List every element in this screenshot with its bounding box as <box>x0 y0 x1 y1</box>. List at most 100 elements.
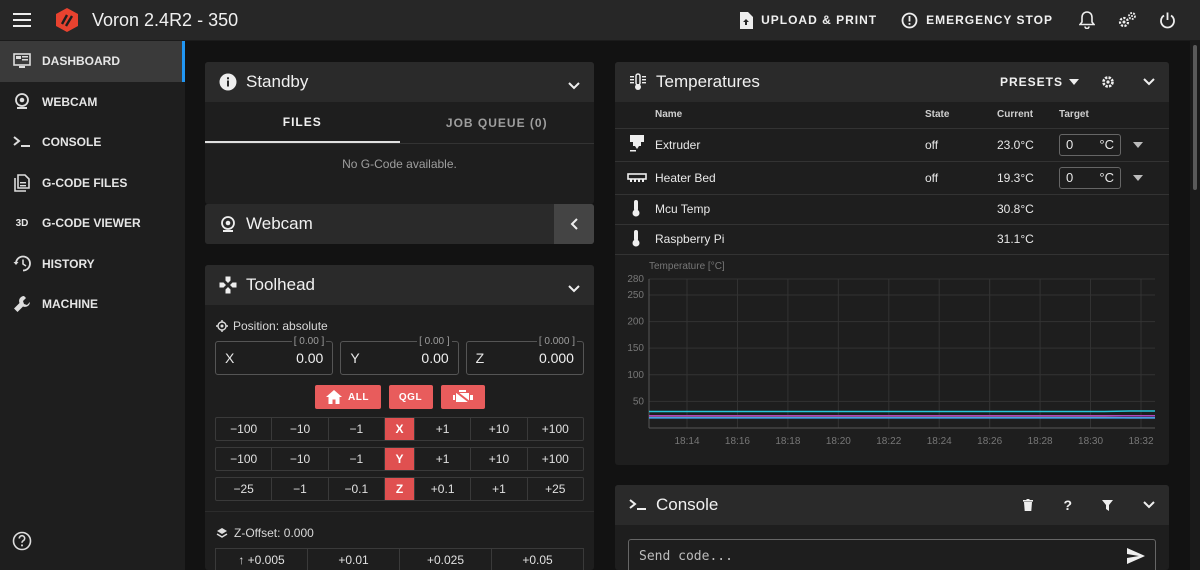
heater-state: off <box>925 128 997 162</box>
jog-z-plus-1[interactable]: +1 <box>471 478 528 500</box>
home-icon <box>326 390 343 404</box>
jog-y-plus-1[interactable]: +1 <box>415 448 472 470</box>
page-scrollbar[interactable] <box>1190 41 1200 570</box>
jog-z-minus-0-1[interactable]: −0.1 <box>329 478 385 500</box>
information-icon <box>219 73 237 91</box>
send-icon[interactable] <box>1127 548 1145 564</box>
console-command-input[interactable]: Send code... <box>628 539 1156 570</box>
jog-y-minus-100[interactable]: −100 <box>216 448 273 470</box>
home-y-button[interactable]: Y <box>384 448 415 470</box>
y-position-field[interactable]: [ 0.00 ] Y 0.00 <box>340 336 459 375</box>
menu-down-icon[interactable] <box>1133 141 1143 148</box>
menu-icon[interactable] <box>0 0 44 41</box>
sidebar-item-machine[interactable]: MACHINE <box>0 284 185 325</box>
thermometer-icon <box>631 199 641 220</box>
x-tick-label: 18:32 <box>1128 436 1153 447</box>
z-offset-step[interactable]: +0.025 <box>400 549 492 570</box>
dashboard-content: Standby FILES JOB QUEUE (0) No G-Code av… <box>185 41 1190 570</box>
jog-z-plus-25[interactable]: +25 <box>545 482 566 496</box>
status-tabs: FILES JOB QUEUE (0) <box>205 102 594 144</box>
jog-z-plus-0-1[interactable]: +0.1 <box>415 478 472 500</box>
settings-icon[interactable] <box>1101 75 1115 89</box>
expand-button[interactable] <box>554 204 594 244</box>
3d-icon: 3D <box>15 217 29 229</box>
chevron-down-icon[interactable] <box>568 75 580 95</box>
jog-z-minus-1[interactable]: −1 <box>272 478 329 500</box>
sidebar-item-console[interactable]: CONSOLE <box>0 122 185 163</box>
y-tick-label: 50 <box>633 396 645 407</box>
sidebar-item-gcode-viewer[interactable]: 3D G-CODE VIEWER <box>0 203 185 244</box>
menu-down-icon <box>1069 79 1079 85</box>
cogs-icon[interactable] <box>1117 11 1137 29</box>
jog-x-plus-1[interactable]: +1 <box>415 418 472 440</box>
z-offset-step[interactable]: ↑ +0.005 <box>216 549 308 570</box>
webcam-panel-header[interactable]: Webcam <box>205 204 594 244</box>
tab-files[interactable]: FILES <box>205 102 400 143</box>
sidebar-item-gcode-files[interactable]: G-CODE FILES <box>0 163 185 204</box>
home-x-button[interactable]: X <box>384 418 415 440</box>
jog-z-minus-25[interactable]: −25 <box>216 478 273 500</box>
tab-job-queue[interactable]: JOB QUEUE (0) <box>445 115 548 130</box>
crosshairs-icon <box>216 320 228 332</box>
z-offset-steps: ↑ +0.005 +0.01 +0.025 +0.05 <box>215 548 584 570</box>
console-title: Console <box>656 495 719 514</box>
jog-x-minus-100[interactable]: −100 <box>216 418 273 440</box>
home-all-label: ALL <box>348 391 369 403</box>
sensor-current: 31.1°C <box>997 224 1059 255</box>
alert-circle-icon <box>901 12 918 28</box>
extruder-target-input[interactable]: 0 °C <box>1059 133 1121 156</box>
sidebar-item-dashboard[interactable]: DASHBOARD <box>0 41 185 82</box>
z-offset-step[interactable]: +0.01 <box>308 549 400 570</box>
chevron-left-icon <box>570 218 578 230</box>
z-position-field[interactable]: [ 0.000 ] Z 0.000 <box>465 336 584 375</box>
motors-off-button[interactable] <box>440 385 485 409</box>
sidebar-item-history[interactable]: HISTORY <box>0 244 185 285</box>
menu-down-icon[interactable] <box>1133 174 1143 181</box>
x-jog-row: −100 −10 −1 X +1 +10 +100 <box>215 417 584 441</box>
jog-y-plus-10[interactable]: +10 <box>471 448 528 470</box>
help-circle-icon[interactable] <box>12 531 32 556</box>
heaters-table: Name State Current Target Extruder off 2… <box>615 102 1169 255</box>
position-label: Position: absolute <box>233 319 328 333</box>
status-title: Standby <box>246 72 309 91</box>
console-panel-header[interactable]: Console ? <box>615 485 1169 525</box>
delete-icon[interactable] <box>1023 499 1034 511</box>
heater-current: 19.3°C <box>997 161 1059 195</box>
sidebar-item-webcam[interactable]: WEBCAM <box>0 82 185 123</box>
home-z-button[interactable]: Z <box>384 478 415 500</box>
x-position-field[interactable]: [ 0.00 ] X 0.00 <box>215 336 334 375</box>
power-icon[interactable] <box>1159 12 1176 29</box>
file-upload-icon <box>740 11 754 29</box>
scrollbar-thumb[interactable] <box>1193 45 1197 190</box>
jog-x-plus-100[interactable]: +100 <box>541 422 569 436</box>
qgl-button[interactable]: QGL <box>388 385 433 409</box>
jog-x-minus-10[interactable]: −10 <box>272 418 329 440</box>
jog-x-minus-1[interactable]: −1 <box>329 418 385 440</box>
sidebar-item-label: HISTORY <box>42 256 95 271</box>
no-gcode-message: No G-Code available. <box>342 157 457 171</box>
jog-y-minus-10[interactable]: −10 <box>272 448 329 470</box>
presets-dropdown[interactable]: PRESETS <box>1000 75 1079 89</box>
sidebar-item-label: DASHBOARD <box>42 54 120 69</box>
chevron-down-icon[interactable] <box>568 278 580 298</box>
toolhead-panel: Toolhead Position: absolute [ 0.00 ] X 0… <box>205 265 594 570</box>
temperatures-panel-header[interactable]: Temperatures PRESETS <box>615 62 1169 102</box>
filter-icon[interactable] <box>1102 499 1113 511</box>
emergency-stop-button[interactable]: EMERGENCY STOP <box>901 12 1053 29</box>
x-tick-label: 18:24 <box>927 436 952 447</box>
bell-icon[interactable] <box>1079 11 1095 29</box>
home-all-button[interactable]: ALL <box>314 385 381 409</box>
toolhead-panel-header[interactable]: Toolhead <box>205 265 594 305</box>
status-panel-header[interactable]: Standby <box>205 62 594 102</box>
jog-y-plus-100[interactable]: +100 <box>541 452 569 466</box>
jog-y-minus-1[interactable]: −1 <box>329 448 385 470</box>
chevron-down-icon[interactable] <box>1143 501 1155 509</box>
console-panel: Console ? Send code... <box>615 485 1169 570</box>
help-icon[interactable]: ? <box>1063 497 1072 513</box>
bed-target-input[interactable]: 0 °C <box>1059 166 1121 189</box>
chevron-down-icon[interactable] <box>1143 78 1155 86</box>
z-offset-step[interactable]: +0.05 <box>522 553 553 567</box>
jog-x-plus-10[interactable]: +10 <box>471 418 528 440</box>
upload-print-button[interactable]: UPLOAD & PRINT <box>739 11 877 29</box>
y-value: 0.00 <box>421 350 449 366</box>
